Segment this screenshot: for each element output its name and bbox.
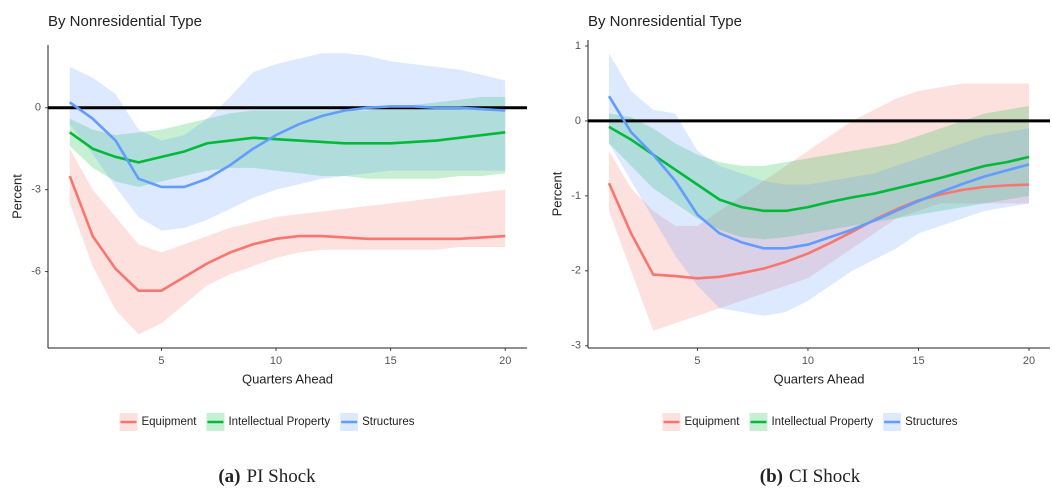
confidence-band — [69, 148, 506, 335]
x-axis-title: Quarters Ahead — [773, 371, 864, 386]
y-axis-title: Percent — [549, 171, 564, 216]
caption-text: CI Shock — [789, 466, 861, 487]
series-line — [68, 175, 506, 292]
confidence-band — [609, 83, 1029, 331]
caption-label: (b) — [760, 466, 783, 487]
confidence-band — [609, 105, 1029, 240]
caption-text: PI Shock — [247, 466, 317, 487]
x-tick-label: 10 — [270, 355, 282, 367]
x-tick-label: 20 — [499, 355, 511, 367]
series-line — [607, 95, 1030, 250]
legend-label: Intellectual Property — [771, 416, 873, 428]
x-tick-label: 15 — [385, 355, 397, 367]
caption: (b) CI Shock — [760, 466, 861, 487]
x-tick-label: 5 — [694, 355, 700, 367]
y-tick-label: 0 — [575, 115, 581, 127]
caption-label: (a) — [218, 466, 240, 487]
confidence-band — [69, 96, 506, 187]
confidence-band — [609, 53, 1029, 316]
x-tick-label: 10 — [802, 355, 814, 367]
chart-title: By Nonresidential Type — [48, 13, 202, 30]
y-axis-title: Percent — [9, 174, 24, 219]
chart-title: By Nonresidential Type — [588, 13, 742, 30]
x-tick-label: 5 — [158, 355, 164, 367]
legend-label: Structures — [905, 416, 958, 428]
legend-label: Intellectual Property — [228, 416, 330, 428]
series-line — [608, 125, 1030, 213]
series-line — [607, 182, 1030, 280]
y-tick-label: 1 — [575, 40, 581, 52]
y-tick-label: -6 — [31, 265, 41, 277]
x-tick-label: 20 — [1023, 355, 1035, 367]
caption: (a) PI Shock — [218, 466, 316, 487]
y-tick-label: 0 — [35, 102, 41, 114]
legend: Equipment Intellectual Property Structures — [662, 413, 958, 431]
legend: Equipment Intellectual Property Structures — [119, 413, 415, 431]
panel: By Nonresidential Type Percent Quarters Ah… — [549, 13, 1050, 487]
x-tick-label: 15 — [912, 355, 924, 367]
series-line — [69, 101, 506, 189]
y-tick-label: -3 — [31, 184, 41, 196]
y-tick-label: -2 — [571, 265, 581, 277]
x-axis-title: Quarters Ahead — [242, 371, 333, 386]
legend-label: Structures — [362, 416, 415, 428]
panel: By Nonresidential Type Percent Quarters Ah… — [9, 13, 527, 487]
legend-label: Equipment — [684, 416, 740, 428]
y-tick-label: -3 — [571, 340, 581, 352]
legend-label: Equipment — [141, 416, 197, 428]
series-line — [69, 131, 506, 164]
y-tick-label: -1 — [571, 190, 581, 202]
